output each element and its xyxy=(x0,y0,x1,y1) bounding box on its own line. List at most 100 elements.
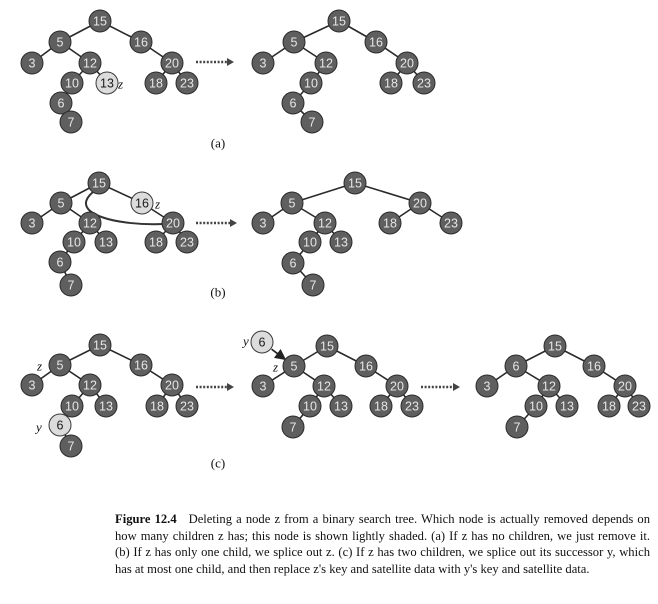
panel-c-tree-1-node-18-circle xyxy=(145,394,169,418)
panel-c-tree-2-node-23: 23 xyxy=(400,394,424,418)
panel-c-tree-1-node-20-key: 20 xyxy=(165,379,179,393)
panel-c-tree-1-node-3: 3 xyxy=(20,373,44,397)
panel-b-tree-1-node-13-key: 13 xyxy=(99,236,113,250)
panel-b-splice-curve xyxy=(85,191,165,226)
panel-a-tree-2-node-16-key: 16 xyxy=(369,36,383,50)
panel-a-tree-1-node-23-circle xyxy=(175,71,199,95)
panel-b-tree-2-node-7-circle xyxy=(301,273,325,297)
panel-a-tree-2-node-12: 12 xyxy=(314,51,338,75)
panel-b-tree-2-node-3-key: 3 xyxy=(260,217,267,231)
panel-a-tree-1-node-16-key: 16 xyxy=(134,36,148,50)
panel-c-tree-1-node-23-circle xyxy=(175,394,199,418)
panel-c-tree-1-node-3-circle xyxy=(20,373,44,397)
panel-b-tree-1-node-16-key: 16 xyxy=(135,197,149,211)
panel-c-tree-2-node-10: 10 xyxy=(298,394,322,418)
panel-a-tree-1-node-7-key: 7 xyxy=(68,116,75,130)
panel-c-tree-1-node-6-key: 6 xyxy=(57,419,64,433)
panel-a-tree-1-node-3-key: 3 xyxy=(29,57,36,71)
panel-b-tree-1-node-13-circle xyxy=(94,230,118,254)
panel-c-tree-3-node-20-circle xyxy=(613,374,637,398)
panel-b-tree-2-node-18-circle xyxy=(378,211,402,235)
panel-c-tree-1-node-7-circle xyxy=(59,434,83,458)
panel-c-tree-2-node-7: 7 xyxy=(281,415,305,439)
panel-b-tree-1-node-6-key: 6 xyxy=(57,256,64,270)
panel-c-tree-2-node-16-key: 16 xyxy=(359,360,373,374)
panel-c-tree-3-node-16: 16 xyxy=(582,354,606,378)
panel-b-tree-1-node-3-key: 3 xyxy=(29,217,36,231)
panel-c-tree-2-node-23-circle xyxy=(400,394,424,418)
panel-c-tree-3-node-13-circle xyxy=(555,394,579,418)
panel-c-tree-3-node-23-circle xyxy=(627,394,651,418)
panel-c-tree-2-node-15-key: 15 xyxy=(320,340,334,354)
panel-c-tree-2-node-13-key: 13 xyxy=(334,400,348,414)
panel-b-tree-1-node-6-circle xyxy=(48,250,72,274)
panel-b-tree-2-node-18-key: 18 xyxy=(383,217,397,231)
panel-c-tree-1-node-12: 12 xyxy=(78,373,102,397)
panel-c-tree-3-node-18-circle xyxy=(597,394,621,418)
panel-c-tree-2-node-18: 18 xyxy=(369,394,393,418)
panel-c-tree-3-node-10-circle xyxy=(524,394,548,418)
panel-a-tree-1-node-13-key: 13 xyxy=(100,77,114,91)
panel-c-tree-3-node-12: 12 xyxy=(537,374,561,398)
panel-c-label: (c) xyxy=(211,456,225,471)
panel-c-tree-3-node-6-circle xyxy=(504,354,528,378)
panel-c-tree-1-node-15: 15 xyxy=(88,333,112,357)
panel-c-tree-3-node-20-key: 20 xyxy=(618,380,632,394)
panel-b-tree-1-node-10-key: 10 xyxy=(67,236,81,250)
panel-c-transition-arrow-head xyxy=(227,383,234,391)
panel-c-tree-1-node-13-circle xyxy=(94,394,118,418)
panel-b-tree-2-node-6-circle xyxy=(281,251,305,275)
panel-c-tree-1-node-7: 7 xyxy=(59,434,83,458)
panel-c-tree-3-node-6-key: 6 xyxy=(513,360,520,374)
panel-c-tree-3-node-16-key: 16 xyxy=(587,360,601,374)
panel-c-tree-2-node-20: 20 xyxy=(385,374,409,398)
panel-a-tree-1-marker-z: z xyxy=(117,77,123,92)
panel-a-tree-1-node-23-key: 23 xyxy=(180,77,194,91)
panel-c-tree-3-node-20: 20 xyxy=(613,374,637,398)
panel-a-tree-1-node-3: 3 xyxy=(20,51,44,75)
panel-c-tree-2-node-20-key: 20 xyxy=(390,380,404,394)
panel-b-tree-2-node-12: 12 xyxy=(313,211,337,235)
panel-b-tree-1-node-7-key: 7 xyxy=(68,279,75,293)
panel-a-tree-1-node-16: 16 xyxy=(129,30,153,54)
panel-a-tree-1-node-20-key: 20 xyxy=(165,57,179,71)
panel-c-tree-3-node-16-circle xyxy=(582,354,606,378)
panel-a-tree-1-node-20: 20 xyxy=(160,51,184,75)
panel-a-tree-1-node-16-circle xyxy=(129,30,153,54)
panel-c-tree-3-node-10-key: 10 xyxy=(529,400,543,414)
panel-b-tree-1-node-5: 5 xyxy=(49,191,73,215)
panel-b-tree-1-node-20: 20 xyxy=(161,211,185,235)
panel-a-tree-1-node-7-circle xyxy=(59,110,83,134)
panel-c-tree-2-node-10-circle xyxy=(298,394,322,418)
panel-c-tree-2-node-12-circle xyxy=(312,374,336,398)
panel-b-tree-1-node-16: 16 xyxy=(130,191,154,215)
panel-a-label: (a) xyxy=(211,136,225,151)
panel-c-tree-3-node-13-key: 13 xyxy=(560,400,574,414)
panel-b-tree-1-node-15: 15 xyxy=(87,171,111,195)
panel-a-tree-2-node-15: 15 xyxy=(327,9,351,33)
panel-a-tree-1-node-18-circle xyxy=(144,71,168,95)
panel-a-tree-1-node-3-circle xyxy=(20,51,44,75)
panel-a-tree-2-node-23: 23 xyxy=(412,71,436,95)
panel-c-tree-1-node-5-key: 5 xyxy=(57,359,64,373)
panel-b-tree-1-node-23-key: 23 xyxy=(180,236,194,250)
panel-c-tree-2-node-16: 16 xyxy=(354,354,378,378)
panel-c-tree-1-node-16-circle xyxy=(129,353,153,377)
panel-a-tree-2-node-18-key: 18 xyxy=(384,77,398,91)
panel-b-tree-2-node-5-key: 5 xyxy=(289,197,296,211)
panel-a-tree-1-node-6-circle xyxy=(49,91,73,115)
panel-b-tree-1-node-10-circle xyxy=(62,230,86,254)
panel-c-tree-1-node-13: 13 xyxy=(94,394,118,418)
panel-c-tree-1-node-15-circle xyxy=(88,333,112,357)
panel-c-tree-1-node-20-circle xyxy=(160,373,184,397)
panel-c-tree-2-replace-arrow xyxy=(271,348,287,361)
panel-c-tree-1-node-5-circle xyxy=(48,353,72,377)
panel-c-tree-3-node-15: 15 xyxy=(543,334,567,358)
panel-b-tree-1-node-7-circle xyxy=(59,273,83,297)
panel-c-tree-3-node-3-key: 3 xyxy=(484,380,491,394)
panel-b-tree-2-node-3: 3 xyxy=(251,211,275,235)
panel-b-tree-1-node-5-key: 5 xyxy=(58,197,65,211)
panel-a-tree-2-node-6-key: 6 xyxy=(290,97,297,111)
panel-b-tree-2-node-13-circle xyxy=(329,230,353,254)
panel-c-tree-1-node-3-key: 3 xyxy=(29,379,36,393)
